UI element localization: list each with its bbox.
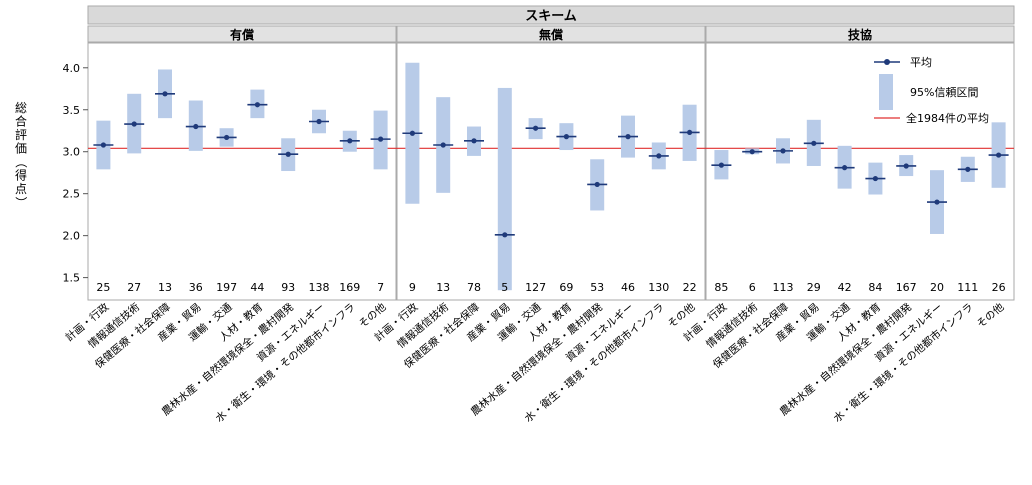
count-label: 111 (957, 281, 978, 294)
mean-point (162, 91, 168, 97)
scheme-header-bg (87, 5, 1015, 25)
legend-ci-swatch (879, 74, 893, 110)
mean-point (811, 140, 817, 146)
legend-mean-dot (884, 59, 890, 65)
count-label: 13 (158, 281, 172, 294)
legend: 平均 95%信頼区間 全1984件の平均 (874, 56, 989, 125)
count-label: 36 (189, 281, 203, 294)
count-label: 25 (96, 281, 110, 294)
mean-point (842, 165, 848, 171)
count-label: 127 (525, 281, 546, 294)
count-label: 20 (930, 281, 944, 294)
count-label: 130 (648, 281, 669, 294)
count-label: 85 (714, 281, 728, 294)
mean-point (409, 130, 415, 136)
count-label: 84 (868, 281, 882, 294)
category-label: その他 (974, 300, 1007, 331)
mean-point (254, 102, 260, 108)
y-tick-label: 2.5 (63, 188, 81, 201)
y-axis-title-char: （ (14, 156, 28, 168)
mean-point (471, 138, 477, 144)
mean-point (563, 134, 570, 140)
mean-point (316, 118, 322, 125)
mean-point (718, 162, 725, 168)
panel-header-bg (87, 25, 397, 43)
count-label: 167 (896, 281, 917, 294)
panel-title: 無償 (539, 27, 564, 42)
count-label: 27 (127, 281, 141, 294)
mean-point (934, 199, 940, 205)
count-label: 69 (559, 281, 573, 294)
count-label: 22 (683, 281, 697, 294)
count-label: 46 (621, 281, 635, 294)
mean-point (965, 166, 971, 172)
panel-frame (705, 42, 1015, 301)
y-axis-title-char: 点 (15, 182, 27, 196)
y-tick-label: 4.0 (63, 62, 81, 75)
mean-point (193, 123, 199, 130)
y-axis-title-char: 価 (15, 142, 27, 156)
mean-point (378, 136, 384, 142)
y-axis-title-char: 総 (15, 101, 27, 115)
mean-point (687, 129, 693, 136)
ci-bar (497, 87, 512, 291)
y-tick-label: 3.0 (63, 146, 81, 159)
mean-point (903, 163, 909, 169)
mean-point (100, 142, 106, 148)
count-label: 138 (309, 281, 330, 294)
panel-frame (87, 42, 397, 301)
count-label: 197 (216, 281, 237, 294)
legend-mean-label: 平均 (910, 56, 932, 69)
mean-point (533, 125, 539, 131)
panel-frame (396, 42, 706, 301)
count-label: 44 (250, 281, 264, 294)
count-label: 26 (992, 281, 1006, 294)
count-label: 9 (409, 281, 416, 294)
y-axis-title-char: 得 (15, 168, 27, 183)
count-label: 42 (838, 281, 852, 294)
count-label: 5 (501, 281, 508, 294)
panel-title: 有償 (230, 27, 255, 42)
y-axis-title-char: 合 (15, 114, 27, 129)
mean-point (749, 149, 755, 155)
legend-ci-label: 95%信頼区間 (910, 86, 978, 99)
mean-point (347, 138, 353, 144)
y-tick-label: 3.5 (63, 104, 81, 117)
y-axis-title-char: 評 (15, 127, 27, 142)
panel-header-bg (396, 25, 706, 43)
count-label: 29 (807, 281, 821, 294)
count-label: 7 (377, 281, 384, 294)
mean-point (131, 121, 137, 127)
mean-point (594, 181, 600, 188)
panel-header-bg (705, 25, 1015, 43)
mean-point (285, 151, 291, 157)
count-label: 113 (773, 281, 794, 294)
scheme-header-title: スキーム (525, 9, 577, 24)
count-label: 93 (281, 281, 295, 294)
panel-title: 技協 (848, 27, 872, 42)
legend-overall-label: 全1984件の平均 (906, 111, 989, 125)
mean-point (625, 134, 631, 140)
mean-point (440, 142, 446, 148)
count-label: 53 (590, 281, 604, 294)
mean-point (224, 134, 230, 141)
mean-point (780, 148, 786, 154)
y-tick-label: 2.0 (63, 230, 81, 243)
y-tick-label: 1.5 (63, 272, 81, 285)
count-label: 78 (467, 281, 481, 294)
mean-point (502, 232, 508, 238)
count-label: 6 (749, 281, 756, 294)
mean-point (656, 153, 662, 159)
count-label: 169 (339, 281, 360, 294)
count-label: 13 (436, 281, 450, 294)
mean-point (996, 152, 1002, 158)
y-axis-title-char: ） (14, 196, 28, 208)
mean-point (872, 175, 879, 182)
